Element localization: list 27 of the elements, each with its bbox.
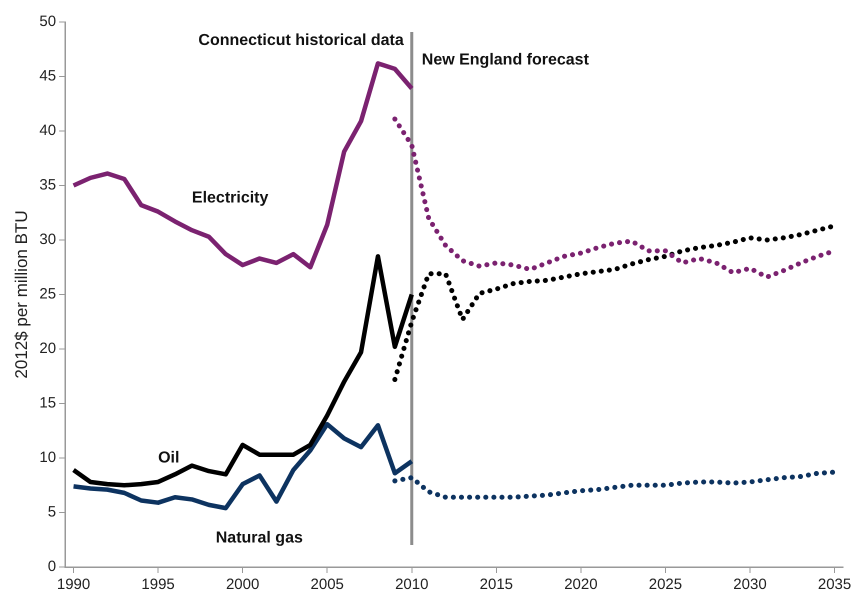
x-tick-label: 2030	[733, 576, 767, 594]
x-tick-label: 2015	[480, 576, 514, 594]
y-tick-label: 10	[39, 449, 56, 466]
y-tick-label: 50	[39, 13, 56, 30]
y-tick-label: 45	[39, 68, 56, 85]
series-label: Natural gas	[216, 530, 303, 547]
y-tick-label: 30	[39, 231, 56, 248]
x-tick-label: 1990	[56, 576, 90, 594]
x-tick-label: 2010	[395, 576, 428, 594]
x-tick-label: 2035	[818, 576, 852, 594]
y-tick-label: 40	[39, 122, 56, 140]
x-tick-label: 2020	[564, 576, 598, 594]
series-label: Oil	[158, 449, 180, 466]
y-tick-label: 5	[48, 504, 56, 521]
y-tick-label: 25	[39, 286, 56, 303]
y-tick-label: 0	[48, 558, 56, 576]
annotation: Connecticut historical data	[198, 32, 404, 49]
y-tick-label: 15	[39, 394, 56, 412]
annotation: New England forecast	[422, 52, 590, 69]
x-tick-label: 2005	[310, 576, 344, 594]
x-tick-label: 2000	[226, 576, 260, 594]
y-axis-title: 2012$ per million BTU	[12, 210, 31, 379]
x-tick-label: 2025	[648, 576, 682, 594]
series-label: Electricity	[192, 190, 269, 207]
y-tick-label: 35	[39, 176, 56, 194]
y-tick-label: 20	[39, 340, 56, 358]
x-tick-label: 1995	[141, 576, 175, 594]
